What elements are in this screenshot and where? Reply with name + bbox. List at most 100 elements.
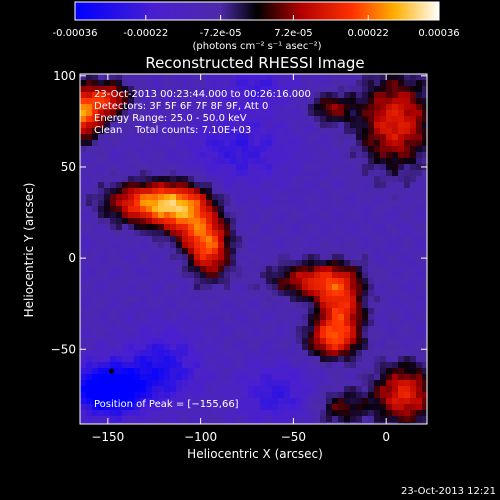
heatmap-cell — [152, 176, 158, 182]
heatmap-cell — [140, 386, 146, 392]
heatmap-cell — [392, 350, 398, 356]
heatmap-cell — [362, 236, 368, 242]
heatmap-cell — [290, 374, 296, 380]
heatmap-cell — [344, 218, 350, 224]
heatmap-cell — [278, 272, 284, 278]
heatmap-cell — [170, 230, 176, 236]
heatmap-cell — [242, 248, 248, 254]
heatmap-cell — [218, 374, 224, 380]
heatmap-cell — [278, 338, 284, 344]
heatmap-cell — [320, 176, 326, 182]
heatmap-cell — [290, 386, 296, 392]
heatmap-cell — [182, 374, 188, 380]
heatmap-cell — [422, 284, 427, 290]
heatmap-cell — [212, 386, 218, 392]
heatmap-cell — [380, 314, 386, 320]
heatmap-cell — [254, 296, 260, 302]
heatmap-cell — [104, 110, 110, 116]
heatmap-cell — [356, 296, 362, 302]
heatmap-cell — [374, 302, 380, 308]
heatmap-cell — [320, 398, 326, 404]
heatmap-cell — [284, 134, 290, 140]
heatmap-cell — [140, 308, 146, 314]
heatmap-cell — [230, 212, 236, 218]
heatmap-cell — [128, 326, 134, 332]
heatmap-cell — [146, 236, 152, 242]
y-tick-label: 100 — [53, 69, 76, 83]
heatmap-cell — [422, 398, 427, 404]
heatmap-cell — [284, 398, 290, 404]
heatmap-cell — [224, 290, 230, 296]
heatmap-cell — [326, 302, 332, 308]
heatmap-cell — [128, 122, 134, 128]
heatmap-cell — [110, 326, 116, 332]
heatmap-cell — [272, 278, 278, 284]
heatmap-cell — [218, 206, 224, 212]
heatmap-cell — [254, 272, 260, 278]
heatmap-cell — [98, 398, 104, 404]
heatmap-cell — [290, 92, 296, 98]
heatmap-cell — [104, 212, 110, 218]
heatmap-cell — [188, 308, 194, 314]
heatmap-cell — [278, 260, 284, 266]
heatmap-cell — [140, 236, 146, 242]
heatmap-cell — [188, 128, 194, 134]
x-tick-label: 0 — [382, 430, 390, 444]
heatmap-cell — [86, 98, 92, 104]
heatmap-cell — [260, 368, 266, 374]
heatmap-cell — [80, 422, 86, 424]
heatmap-cell — [224, 212, 230, 218]
heatmap-cell — [152, 410, 158, 416]
heatmap-cell — [92, 116, 98, 122]
heatmap-cell — [122, 398, 128, 404]
heatmap-cell — [290, 200, 296, 206]
colorbar-tick-label: -0.00022 — [123, 28, 168, 39]
heatmap-cell — [224, 104, 230, 110]
heatmap-cell — [308, 212, 314, 218]
heatmap-cell — [218, 398, 224, 404]
heatmap-cell — [344, 80, 350, 86]
heatmap-cell — [266, 338, 272, 344]
heatmap-cell — [86, 104, 92, 110]
heatmap-cell — [230, 194, 236, 200]
heatmap-cell — [344, 272, 350, 278]
heatmap-cell — [356, 80, 362, 86]
heatmap-cell — [200, 248, 206, 254]
heatmap-cell — [266, 92, 272, 98]
heatmap-cell — [242, 212, 248, 218]
heatmap-cell — [152, 146, 158, 152]
heatmap-cell — [314, 362, 320, 368]
heatmap-cell — [224, 338, 230, 344]
heatmap-cell — [290, 122, 296, 128]
heatmap-cell — [212, 140, 218, 146]
heatmap-cell — [404, 338, 410, 344]
heatmap-cell — [386, 368, 392, 374]
heatmap-cell — [194, 422, 200, 424]
heatmap-cell — [326, 242, 332, 248]
heatmap-cell — [308, 80, 314, 86]
heatmap-cell — [296, 104, 302, 110]
heatmap-cell — [290, 206, 296, 212]
heatmap-cell — [380, 128, 386, 134]
heatmap-cell — [176, 248, 182, 254]
heatmap-cell — [80, 332, 86, 338]
heatmap-cell — [224, 170, 230, 176]
heatmap-cell — [242, 134, 248, 140]
heatmap-cell — [344, 362, 350, 368]
heatmap-cell — [422, 188, 427, 194]
heatmap-cell — [398, 386, 404, 392]
heatmap-cell — [278, 176, 284, 182]
heatmap-cell — [104, 296, 110, 302]
heatmap-cell — [188, 242, 194, 248]
heatmap-cell — [380, 296, 386, 302]
heatmap-cell — [392, 410, 398, 416]
heatmap-cell — [224, 182, 230, 188]
heatmap-cell — [194, 200, 200, 206]
heatmap-cell — [236, 110, 242, 116]
heatmap-cell — [116, 218, 122, 224]
heatmap-cell — [206, 416, 212, 422]
heatmap-cell — [98, 350, 104, 356]
heatmap-cell — [122, 284, 128, 290]
heatmap-cell — [404, 380, 410, 386]
heatmap-cell — [380, 164, 386, 170]
